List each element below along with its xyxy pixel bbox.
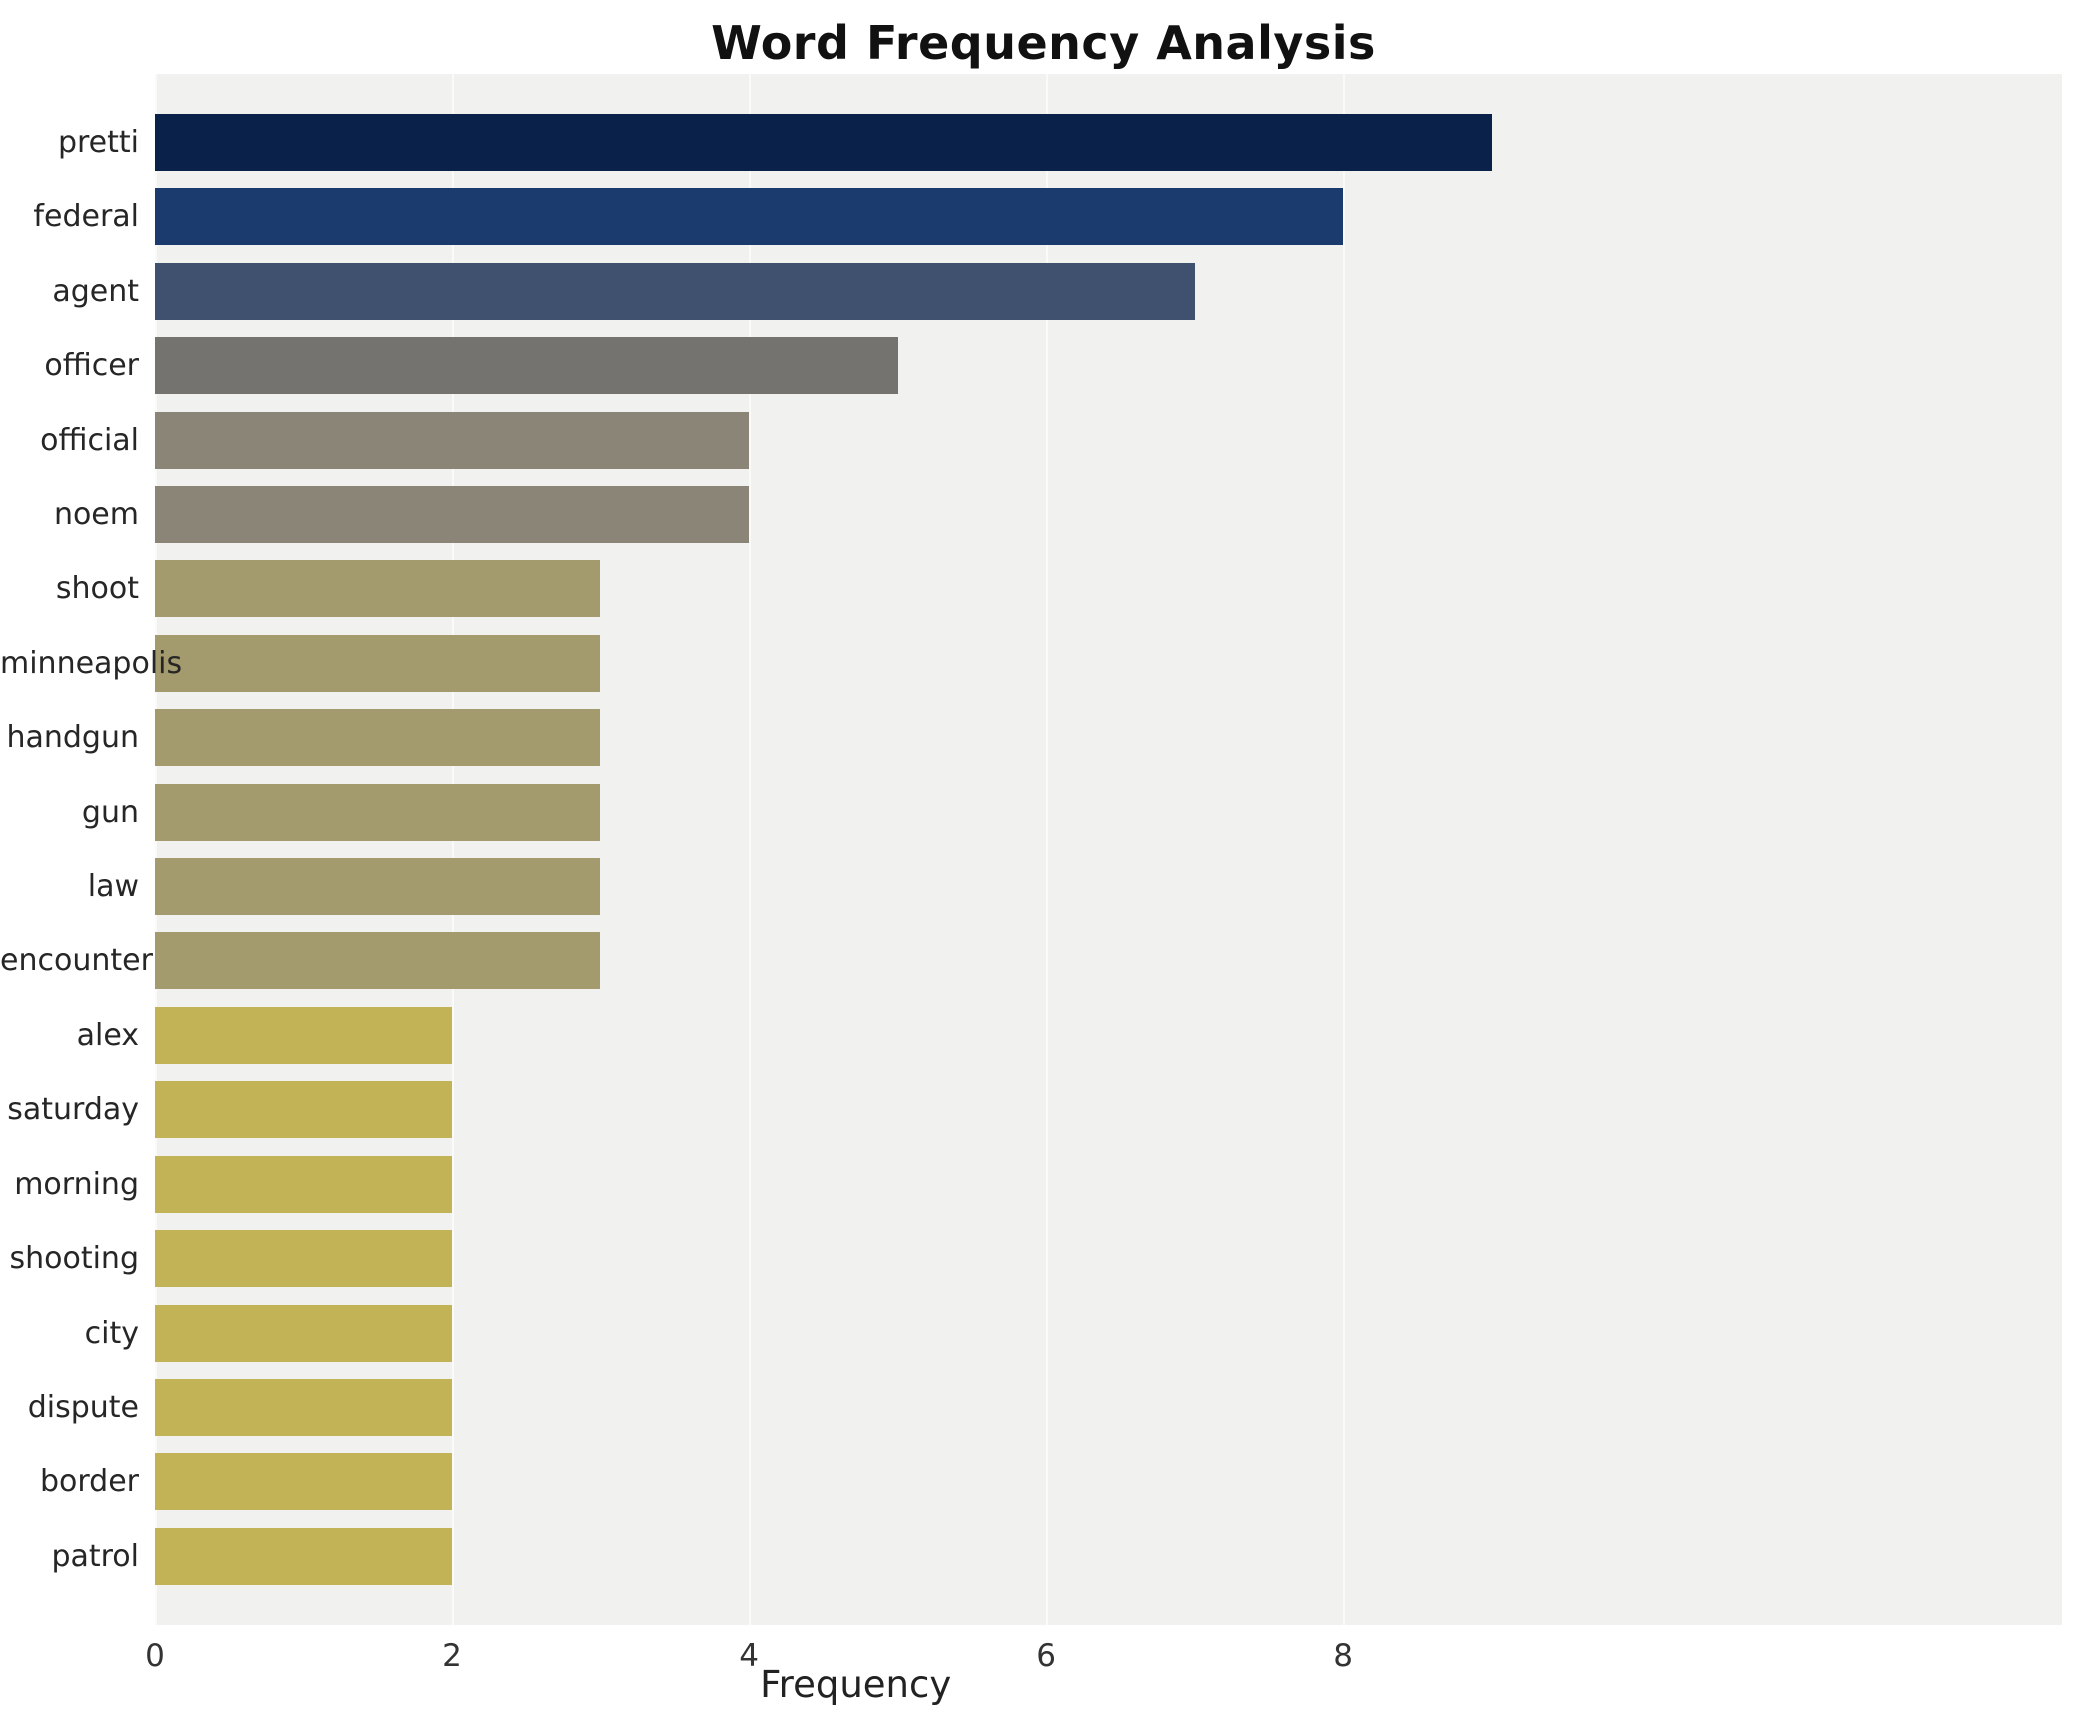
x-tick-label: 2 — [442, 1638, 462, 1674]
y-tick-label: minneapolis — [0, 645, 183, 681]
y-tick-label: handgun — [6, 720, 139, 756]
bar-row — [155, 1378, 2062, 1436]
gridline — [155, 74, 157, 1625]
bar-law — [155, 858, 601, 916]
y-axis-labels: pretti federal agent officer official noem sho… — [0, 74, 183, 1625]
chart-title: Word Frequency Analysis — [711, 16, 1376, 70]
bars-layer — [155, 74, 2062, 1625]
bar-shooting — [155, 1230, 453, 1288]
y-tick-label: city — [84, 1315, 139, 1351]
y-tick-label: noem — [53, 497, 139, 533]
bar-row — [155, 709, 2062, 767]
y-tick-label: law — [87, 869, 139, 905]
bar-alex — [155, 1006, 453, 1064]
x-tick-label: 0 — [145, 1638, 165, 1674]
bar-morning — [155, 1155, 453, 1213]
y-tick-label: encounter — [0, 943, 153, 979]
bar-officer — [155, 337, 898, 395]
x-axis-label: Frequency — [760, 1663, 952, 1706]
bar-gun — [155, 783, 601, 841]
bar-row — [155, 1527, 2062, 1585]
bar-row — [155, 634, 2062, 692]
bar-row — [155, 858, 2062, 916]
gridline — [1343, 74, 1346, 1625]
bar-federal — [155, 188, 1344, 246]
bar-row — [155, 932, 2062, 990]
bar-row — [155, 1453, 2062, 1511]
bar-pretti — [155, 114, 1492, 171]
x-axis-ticks: 0 2 4 6 8 — [145, 1638, 2062, 1682]
y-tick-label: morning — [14, 1166, 139, 1202]
y-tick-label: alex — [76, 1017, 139, 1053]
gridline — [452, 74, 455, 1625]
x-tick-label: 8 — [1333, 1638, 1354, 1674]
bar-row — [155, 486, 2062, 544]
bar-row — [155, 337, 2062, 395]
bar-row — [155, 1304, 2062, 1362]
bar-agent — [155, 262, 1195, 320]
bar-handgun — [155, 709, 601, 767]
bar-row — [155, 1081, 2062, 1139]
bar-dispute — [155, 1378, 453, 1436]
bar-row — [155, 411, 2062, 469]
y-tick-label: gun — [81, 794, 139, 830]
y-tick-label: dispute — [27, 1389, 139, 1425]
y-tick-label: official — [40, 422, 139, 458]
gridline — [1046, 74, 1049, 1625]
y-tick-label: saturday — [7, 1092, 139, 1128]
bar-row — [155, 188, 2062, 246]
y-tick-label: agent — [52, 273, 139, 309]
bar-official — [155, 411, 750, 469]
bar-row — [155, 1155, 2062, 1213]
bar-border — [155, 1453, 453, 1511]
y-tick-label: officer — [44, 348, 139, 384]
bar-row — [155, 262, 2062, 320]
gridline — [749, 74, 752, 1625]
y-tick-label: federal — [33, 199, 139, 235]
bar-patrol — [155, 1527, 453, 1585]
bar-city — [155, 1304, 453, 1362]
bar-row — [155, 783, 2062, 841]
bar-row — [155, 560, 2062, 618]
y-tick-label: pretti — [57, 125, 139, 160]
bar-row — [155, 1006, 2062, 1064]
bar-noem — [155, 486, 750, 544]
bar-row — [155, 114, 2062, 171]
bar-saturday — [155, 1081, 453, 1139]
x-tick-label: 6 — [1036, 1638, 1056, 1674]
y-tick-label: shooting — [9, 1241, 139, 1277]
plot-area — [155, 74, 2062, 1625]
bar-row — [155, 1230, 2062, 1288]
y-tick-label: patrol — [51, 1538, 139, 1574]
bar-shoot — [155, 560, 601, 618]
bar-encounter — [155, 932, 601, 990]
x-tick-label: 4 — [739, 1638, 759, 1674]
y-tick-label: border — [39, 1464, 139, 1500]
y-tick-label: shoot — [55, 571, 139, 607]
bar-minneapolis — [155, 634, 601, 692]
